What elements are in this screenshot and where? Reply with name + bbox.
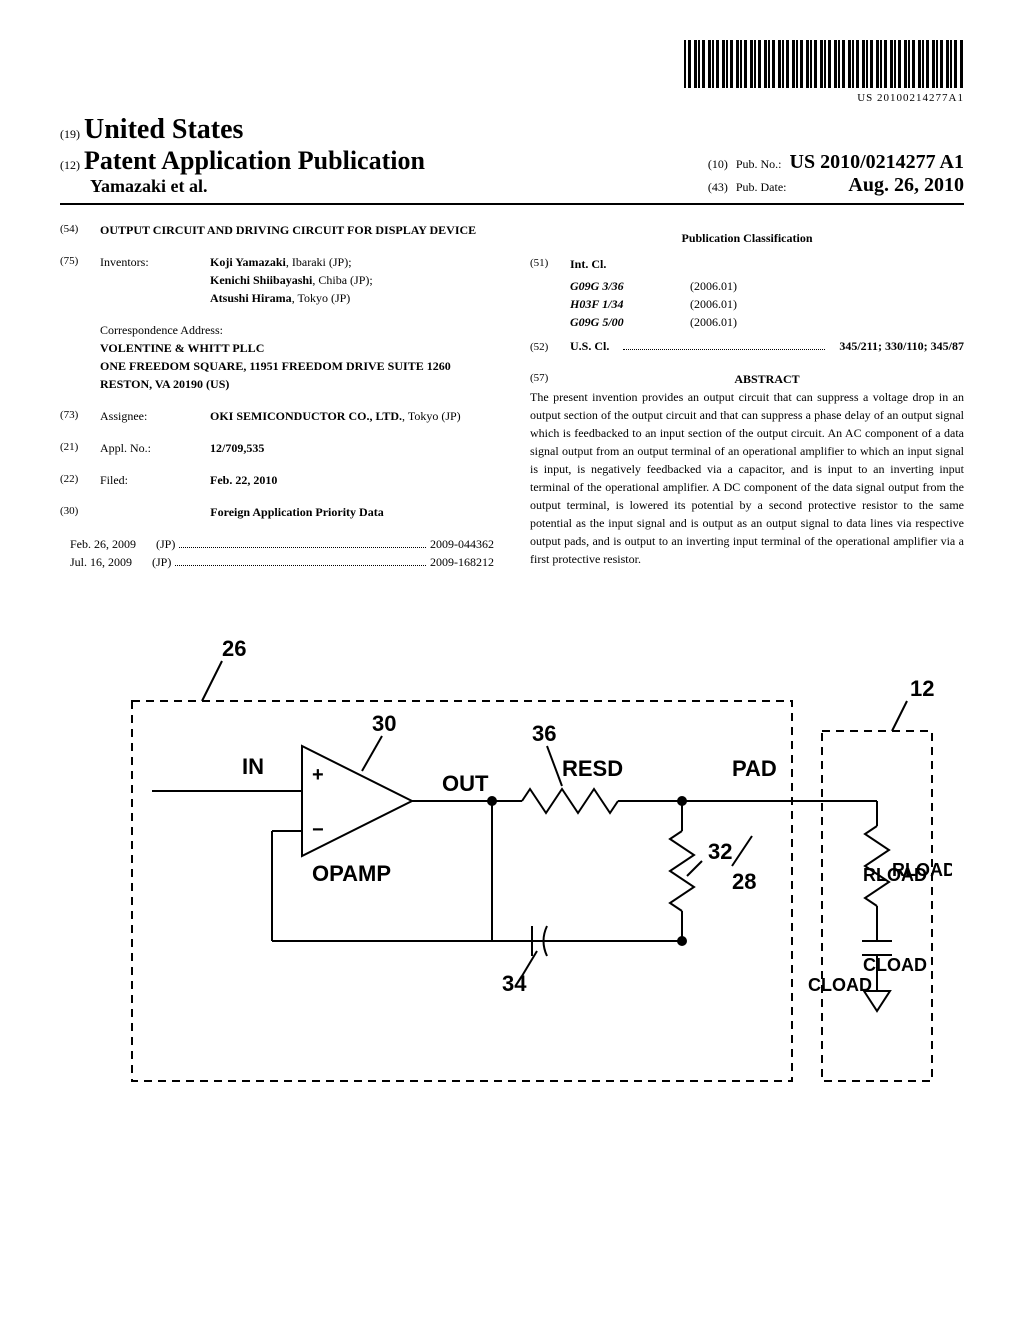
- publication-number: US 2010/0214277 A1: [790, 151, 964, 174]
- pubdate-label: Pub. Date:: [736, 180, 787, 195]
- label-36: 36: [532, 721, 556, 746]
- label-resd: RESD: [562, 756, 623, 781]
- label-out: OUT: [442, 771, 489, 796]
- tag-57: (57): [530, 370, 560, 388]
- inventor-1: Koji Yamazaki: [210, 255, 286, 269]
- tag-22: (22): [60, 471, 90, 489]
- inventors-label: Inventors:: [100, 253, 200, 307]
- pubclass-title: Publication Classification: [530, 229, 964, 247]
- inventor-2-loc: , Chiba (JP);: [312, 273, 372, 287]
- label-pad: PAD: [732, 756, 777, 781]
- application-number: 12/709,535: [210, 439, 494, 457]
- label-28: 28: [732, 869, 756, 894]
- correspondence-label: Correspondence Address:: [100, 321, 494, 339]
- tag-10: (10): [708, 157, 728, 172]
- intcl-label: Int. Cl.: [570, 255, 964, 273]
- tag-52: (52): [530, 339, 560, 356]
- intcl-code-0: G09G 3/36: [570, 277, 680, 295]
- tag-75: (75): [60, 253, 90, 307]
- tag-30: (30): [60, 503, 90, 521]
- svg-text:−: −: [312, 819, 324, 841]
- publication-date: Aug. 26, 2010: [848, 174, 964, 197]
- authors: Yamazaki et al.: [90, 176, 425, 197]
- tag-19: (19): [60, 127, 80, 141]
- priority-cc-1: (JP): [152, 553, 171, 571]
- label-cload-txt: CLOAD: [808, 975, 872, 995]
- intcl-code-2: G09G 5/00: [570, 313, 680, 331]
- uscl-label: U.S. Cl.: [570, 337, 609, 355]
- filed-date: Feb. 22, 2010: [210, 471, 494, 489]
- correspondence-line2: ONE FREEDOM SQUARE, 11951 FREEDOM DRIVE …: [100, 357, 494, 375]
- assignee-loc: , Tokyo (JP): [402, 409, 461, 423]
- priority-cc-0: (JP): [156, 535, 175, 553]
- priority-row-0: Feb. 26, 2009 (JP) 2009-044362: [70, 535, 494, 553]
- inventor-3: Atsushi Hirama: [210, 291, 292, 305]
- priority-date-0: Feb. 26, 2009: [70, 535, 136, 553]
- abstract-text: The present invention provides an output…: [530, 388, 964, 568]
- barcode-number: US 20100214277A1: [857, 92, 964, 104]
- priority-row-1: Jul. 16, 2009 (JP) 2009-168212: [70, 553, 494, 571]
- applno-label: Appl. No.:: [100, 439, 200, 457]
- label-30: 30: [372, 711, 396, 736]
- correspondence-line3: RESTON, VA 20190 (US): [100, 375, 494, 393]
- label-opamp: OPAMP: [312, 861, 391, 886]
- tag-12: (12): [60, 158, 80, 172]
- inventor-2: Kenichi Shiibayashi: [210, 273, 312, 287]
- intcl-code-1: H03F 1/34: [570, 295, 680, 313]
- invention-title: OUTPUT CIRCUIT AND DRIVING CIRCUIT FOR D…: [100, 221, 494, 239]
- circuit-diagram: + −: [72, 631, 952, 1111]
- inventor-1-loc: , Ibaraki (JP);: [286, 255, 352, 269]
- label-34: 34: [502, 971, 527, 996]
- label-12: 12: [910, 676, 934, 701]
- svg-text:+: +: [312, 764, 324, 786]
- abstract-title: ABSTRACT: [570, 370, 964, 388]
- priority-num-0: 2009-044362: [430, 535, 494, 553]
- pubno-label: Pub. No.:: [736, 157, 782, 172]
- tag-21: (21): [60, 439, 90, 457]
- filed-label: Filed:: [100, 471, 200, 489]
- intcl-ver-2: (2006.01): [690, 313, 737, 331]
- barcode: [684, 40, 964, 88]
- uscl-value: 345/211; 330/110; 345/87: [839, 337, 964, 355]
- tag-43: (43): [708, 180, 728, 195]
- intcl-ver-1: (2006.01): [690, 295, 737, 313]
- intcl-ver-0: (2006.01): [690, 277, 737, 295]
- assignee-label: Assignee:: [100, 407, 200, 425]
- label-cload: CLOAD: [863, 955, 927, 975]
- tag-51: (51): [530, 255, 560, 273]
- label-26: 26: [222, 636, 246, 661]
- country-name: United States: [84, 114, 243, 145]
- publication-type: Patent Application Publication: [84, 146, 425, 175]
- tag-73: (73): [60, 407, 90, 425]
- tag-54: (54): [60, 221, 90, 239]
- correspondence-line1: VOLENTINE & WHITT PLLC: [100, 339, 494, 357]
- priority-date-1: Jul. 16, 2009: [70, 553, 132, 571]
- foreign-priority-title: Foreign Application Priority Data: [100, 503, 494, 521]
- label-in: IN: [242, 754, 264, 779]
- priority-num-1: 2009-168212: [430, 553, 494, 571]
- label-32: 32: [708, 839, 732, 864]
- label-rload-txt: RLOAD: [892, 860, 952, 880]
- inventor-3-loc: , Tokyo (JP): [292, 291, 351, 305]
- assignee-name: OKI SEMICONDUCTOR CO., LTD.: [210, 409, 402, 423]
